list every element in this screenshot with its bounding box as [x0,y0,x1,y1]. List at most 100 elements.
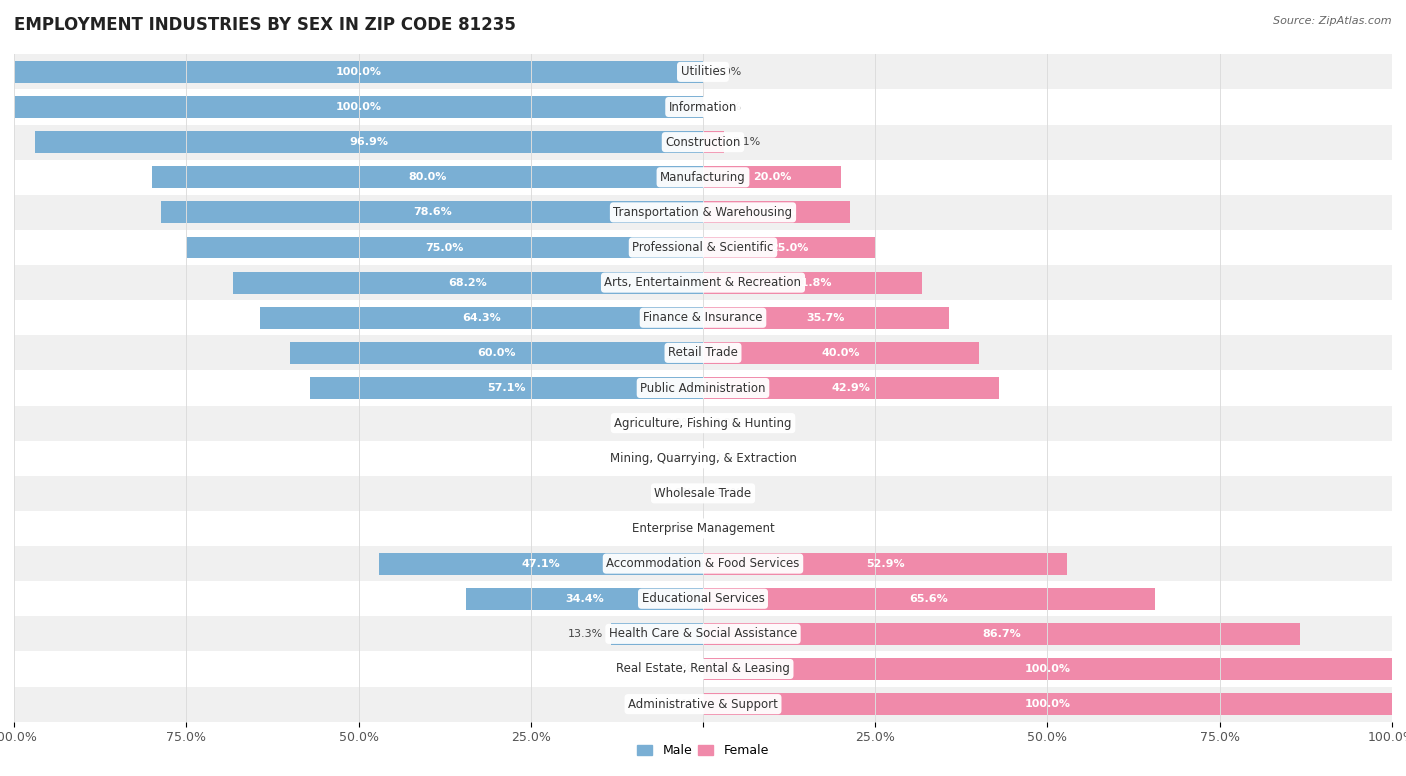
Bar [703,307,949,329]
Bar [14,89,1392,125]
Bar [14,61,703,83]
Text: 0.0%: 0.0% [665,453,693,463]
Text: Administrative & Support: Administrative & Support [628,698,778,711]
Text: 13.3%: 13.3% [568,629,603,639]
Text: Retail Trade: Retail Trade [668,346,738,359]
Text: Source: ZipAtlas.com: Source: ZipAtlas.com [1274,16,1392,26]
Text: 21.4%: 21.4% [758,207,796,217]
Bar [35,131,703,153]
Bar [703,693,1392,715]
Bar [703,237,875,258]
Text: 47.1%: 47.1% [522,559,560,569]
Text: Public Administration: Public Administration [640,382,766,394]
Text: Utilities: Utilities [681,65,725,78]
Text: 35.7%: 35.7% [807,313,845,323]
Text: 31.8%: 31.8% [793,278,832,288]
Bar [14,441,1392,476]
Text: 0.0%: 0.0% [665,524,693,533]
Bar [465,588,703,610]
Bar [14,160,1392,195]
Text: 80.0%: 80.0% [408,172,447,182]
Text: 25.0%: 25.0% [770,243,808,252]
Bar [703,342,979,364]
Bar [233,272,703,293]
Text: 64.3%: 64.3% [463,313,501,323]
Text: Wholesale Trade: Wholesale Trade [654,487,752,500]
Text: Professional & Scientific: Professional & Scientific [633,241,773,254]
Bar [14,581,1392,616]
Bar [152,166,703,188]
Text: 65.6%: 65.6% [910,594,949,604]
Text: 34.4%: 34.4% [565,594,605,604]
Bar [703,166,841,188]
Bar [14,406,1392,441]
Text: Construction: Construction [665,136,741,149]
Bar [14,651,1392,687]
Text: Agriculture, Fishing & Hunting: Agriculture, Fishing & Hunting [614,417,792,430]
Text: Transportation & Warehousing: Transportation & Warehousing [613,206,793,219]
Bar [378,553,703,574]
Bar [14,476,1392,511]
Text: 78.6%: 78.6% [413,207,451,217]
Text: 100.0%: 100.0% [1025,699,1070,709]
Bar [14,125,1392,160]
Bar [703,553,1067,574]
Text: 0.0%: 0.0% [665,664,693,674]
Text: 96.9%: 96.9% [350,137,388,147]
Text: Information: Information [669,101,737,113]
Text: EMPLOYMENT INDUSTRIES BY SEX IN ZIP CODE 81235: EMPLOYMENT INDUSTRIES BY SEX IN ZIP CODE… [14,16,516,33]
Text: Enterprise Management: Enterprise Management [631,522,775,535]
Bar [260,307,703,329]
Text: 0.0%: 0.0% [665,418,693,428]
Bar [703,623,1301,645]
Bar [14,616,1392,651]
Text: Educational Services: Educational Services [641,592,765,605]
Legend: Male, Female: Male, Female [633,740,773,762]
Bar [703,272,922,293]
Bar [14,370,1392,406]
Bar [14,300,1392,335]
Text: Health Care & Social Assistance: Health Care & Social Assistance [609,627,797,640]
Bar [14,335,1392,370]
Bar [703,377,998,399]
Text: 75.0%: 75.0% [426,243,464,252]
Text: 100.0%: 100.0% [336,67,381,77]
Text: 0.0%: 0.0% [713,488,741,498]
Bar [14,687,1392,722]
Text: Finance & Insurance: Finance & Insurance [644,311,762,324]
Bar [703,131,724,153]
Text: Real Estate, Rental & Leasing: Real Estate, Rental & Leasing [616,663,790,675]
Text: 100.0%: 100.0% [336,102,381,112]
Text: 0.0%: 0.0% [665,488,693,498]
Bar [309,377,703,399]
Text: 0.0%: 0.0% [665,699,693,709]
Bar [162,202,703,223]
Text: 40.0%: 40.0% [821,348,860,358]
Bar [14,195,1392,230]
Text: 100.0%: 100.0% [1025,664,1070,674]
Bar [703,202,851,223]
Bar [703,658,1392,680]
Text: 0.0%: 0.0% [713,67,741,77]
Bar [14,511,1392,546]
Text: Accommodation & Food Services: Accommodation & Food Services [606,557,800,570]
Text: 0.0%: 0.0% [713,524,741,533]
Text: 3.1%: 3.1% [733,137,761,147]
Bar [290,342,703,364]
Text: 57.1%: 57.1% [486,383,526,393]
Bar [186,237,703,258]
Bar [14,96,703,118]
Text: 68.2%: 68.2% [449,278,488,288]
Text: 52.9%: 52.9% [866,559,904,569]
Bar [703,588,1154,610]
Text: 86.7%: 86.7% [983,629,1021,639]
Text: Mining, Quarrying, & Extraction: Mining, Quarrying, & Extraction [610,452,796,465]
Text: 0.0%: 0.0% [713,418,741,428]
Bar [14,230,1392,265]
Text: 0.0%: 0.0% [713,102,741,112]
Bar [14,54,1392,89]
Text: 60.0%: 60.0% [477,348,516,358]
Text: Manufacturing: Manufacturing [661,171,745,184]
Bar [14,265,1392,300]
Bar [14,546,1392,581]
